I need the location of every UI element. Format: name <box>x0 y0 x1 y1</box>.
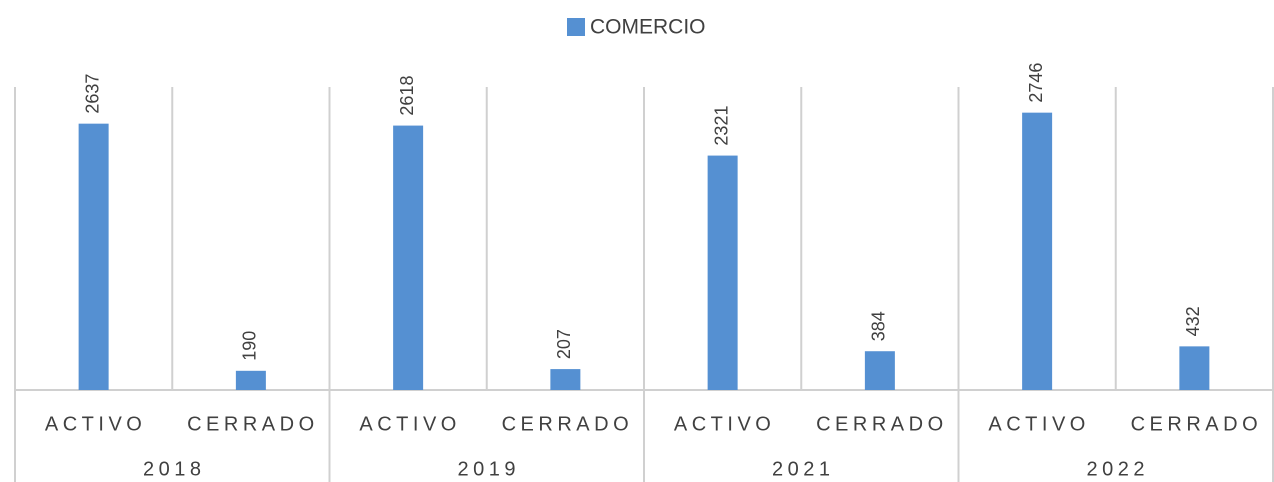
value-label: 190 <box>240 331 260 361</box>
bar <box>707 155 738 390</box>
value-label: 2618 <box>397 76 417 116</box>
value-label: 207 <box>554 329 574 359</box>
bar <box>78 123 109 391</box>
x-tick-label: CERRADO <box>187 413 319 435</box>
value-label: 2321 <box>711 106 731 146</box>
value-label: 2746 <box>1026 63 1046 103</box>
x-tick-label: ACTIVO <box>359 413 460 435</box>
bar <box>1179 346 1210 390</box>
value-label: 432 <box>1183 306 1203 336</box>
bar <box>1022 112 1053 391</box>
x-tick-label: ACTIVO <box>988 413 1089 435</box>
x-tick-label: CERRADO <box>502 413 634 435</box>
value-label: 384 <box>869 311 889 341</box>
x-tick-label: CERRADO <box>816 413 948 435</box>
group-label: 2018 <box>143 458 206 480</box>
legend-swatch <box>567 18 585 36</box>
bar <box>550 369 581 390</box>
bar <box>393 125 424 390</box>
legend-label: COMERCIO <box>590 16 706 39</box>
group-label: 2021 <box>772 458 835 480</box>
group-label: 2022 <box>1087 458 1150 480</box>
group-label: 2019 <box>458 458 521 480</box>
bar <box>864 351 895 390</box>
x-tick-label: ACTIVO <box>674 413 775 435</box>
x-tick-label: CERRADO <box>1131 413 1263 435</box>
value-label: 2637 <box>82 74 102 114</box>
x-tick-label: ACTIVO <box>45 413 146 435</box>
bar <box>235 370 266 390</box>
